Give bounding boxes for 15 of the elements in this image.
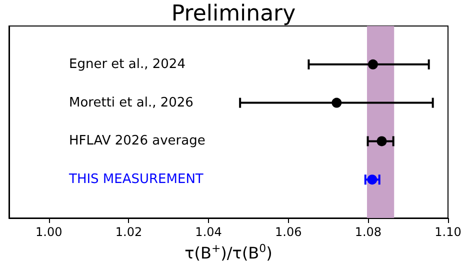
y-tick-label: Egner et al., 2024 — [69, 56, 186, 72]
point — [367, 174, 378, 185]
x-tick-label: 1.10 — [434, 225, 462, 239]
x-tick-label: 1.00 — [36, 225, 62, 239]
y-tick-label: THIS MEASUREMENT — [68, 172, 204, 188]
point — [332, 98, 342, 108]
x-tick-label: 1.02 — [115, 225, 142, 239]
x-tick-label: 1.04 — [195, 225, 222, 239]
x-tick-label: 1.06 — [275, 225, 302, 239]
y-tick-label: Moretti et al., 2026 — [69, 95, 194, 110]
y-tick-label: HFLAV 2026 average — [69, 134, 206, 149]
chart-title: Preliminary — [171, 2, 296, 26]
point — [376, 136, 387, 146]
point — [368, 59, 378, 70]
x-tick-label: 1.08 — [354, 225, 382, 239]
